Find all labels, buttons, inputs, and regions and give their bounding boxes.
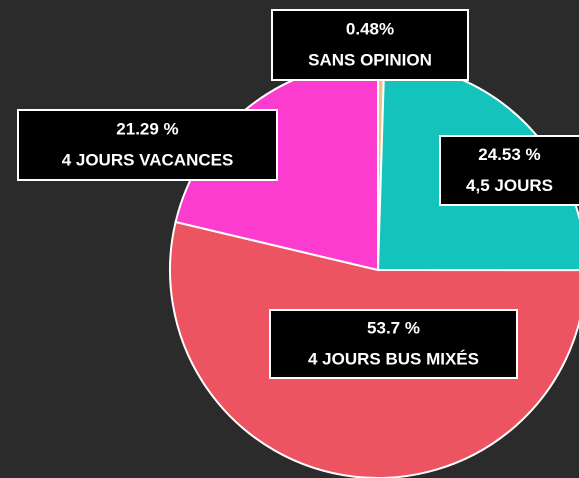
category-label: 4 JOURS VACANCES: [62, 150, 234, 169]
label-box: [271, 9, 469, 81]
label-box: [269, 309, 518, 379]
value-label: 24.53 %: [478, 145, 540, 164]
label-box: [17, 109, 278, 181]
value-label: 0.48%: [346, 19, 394, 38]
category-label: 4 JOURS BUS MIXÉS: [308, 349, 479, 368]
category-label: SANS OPINION: [308, 50, 432, 69]
label-box: [439, 135, 579, 206]
value-label: 53.7 %: [367, 318, 420, 337]
value-label: 21.29 %: [116, 119, 178, 138]
category-label: 4,5 JOURS: [466, 176, 553, 195]
